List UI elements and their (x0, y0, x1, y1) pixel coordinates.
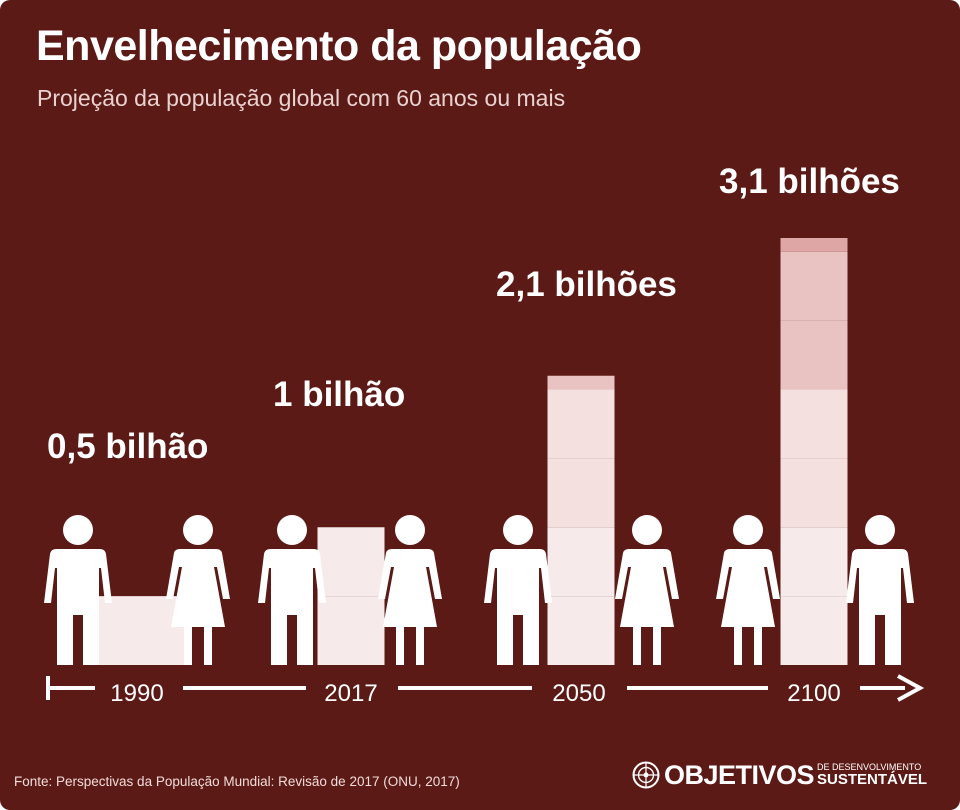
bar-segment (780, 320, 848, 390)
data-label: 2,1 bilhões (496, 265, 677, 304)
brand-objetivos: OBJETIVOS (664, 759, 815, 790)
tick-label: 2100 (787, 680, 840, 707)
source-note: Fonte: Perspectivas da População Mundial… (14, 774, 460, 789)
bar-segment (547, 458, 615, 528)
population-chart: 0,5 bilhão 1990 1 bilhão 2017 2,1 bilhões 205… (44, 162, 925, 707)
bar-2017 (317, 527, 385, 665)
timeline (46, 674, 925, 702)
bar-segment (89, 596, 187, 665)
data-label: 1 bilhão (273, 375, 405, 414)
bar-segment (317, 596, 385, 665)
page-title: Envelhecimento da população (36, 22, 642, 70)
man-icon (846, 515, 914, 665)
bar-segment (780, 596, 848, 665)
bar-2100 (780, 238, 848, 665)
bar-segment (317, 527, 385, 597)
labels-layer: 0,5 bilhão 1990 1 bilhão 2017 2,1 bilhões 205… (47, 162, 900, 707)
bar-segment (780, 251, 848, 321)
bar-2050 (547, 375, 615, 665)
sdg-logo: OBJETIVOS DE DESENVOLVIMENTO SUSTENTÁVEL (632, 760, 927, 790)
bar-segment (780, 458, 848, 528)
man-icon (484, 515, 552, 665)
data-label: 3,1 bilhões (719, 162, 900, 201)
bars-layer (89, 238, 848, 665)
brand-sustentavel: SUSTENTÁVEL (817, 771, 928, 788)
tick-label: 2050 (552, 680, 605, 707)
un-emblem-icon (632, 761, 660, 789)
bar-segment (547, 375, 615, 390)
bar-segment (547, 527, 615, 597)
bar-segment (547, 596, 615, 665)
bar-segment (780, 238, 848, 252)
woman-icon (615, 515, 679, 665)
brand-subtext: DE DESENVOLVIMENTO SUSTENTÁVEL (817, 762, 928, 788)
tick-label: 1990 (110, 680, 163, 707)
timeline-arrow-icon (897, 674, 925, 702)
man-icon (258, 515, 326, 665)
woman-icon (378, 515, 442, 665)
brand-desenvolvimento: DE DESENVOLVIMENTO (817, 762, 922, 772)
bar-1990 (89, 596, 187, 665)
bar-segment (780, 527, 848, 597)
page-subtitle: Projeção da população global com 60 anos… (37, 85, 566, 111)
data-label: 0,5 bilhão (47, 427, 208, 466)
bar-segment (547, 389, 615, 459)
woman-icon (716, 515, 780, 665)
bar-segment (780, 389, 848, 459)
tick-label: 2017 (324, 680, 377, 707)
